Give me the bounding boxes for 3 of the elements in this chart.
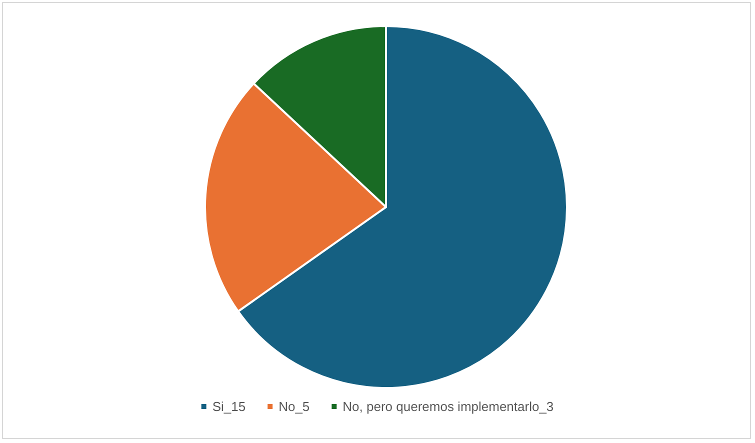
legend-label: Si_15 bbox=[212, 399, 246, 414]
legend-label: No, pero queremos implementarlo_3 bbox=[342, 399, 554, 414]
legend-label: No_5 bbox=[278, 399, 310, 414]
